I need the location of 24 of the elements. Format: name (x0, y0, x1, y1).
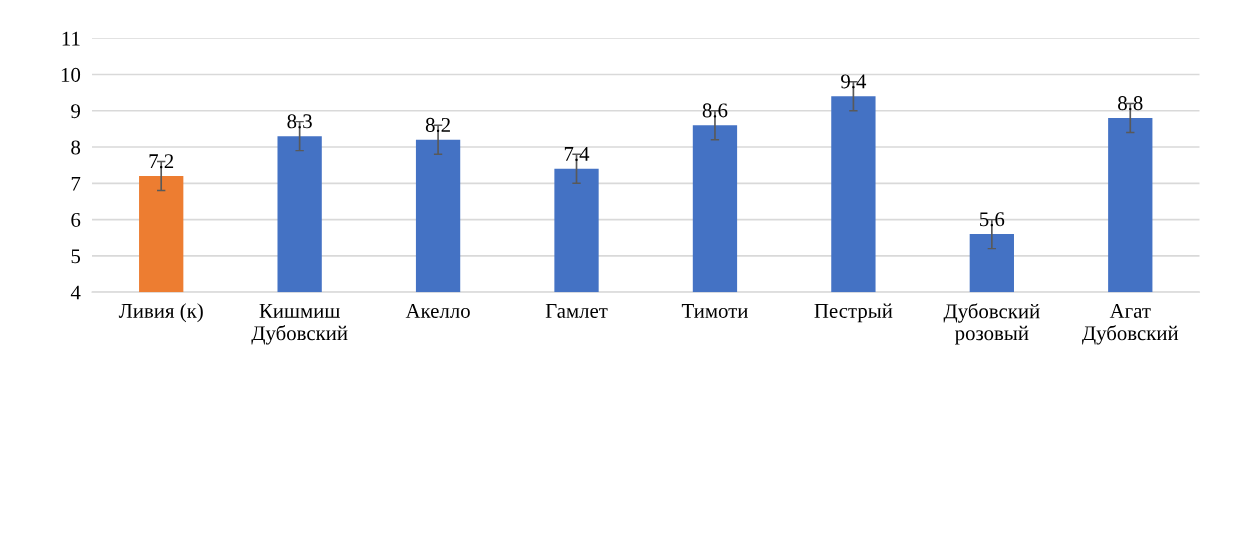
data-label: 8.2 (425, 117, 450, 132)
y-tick-label: 7 (71, 176, 81, 191)
x-tick-label: Пестрый (814, 303, 893, 323)
x-tick-label: Акелло (405, 303, 470, 318)
x-tick-label: Тимоти (681, 304, 748, 318)
y-tick-label: 11 (62, 31, 80, 46)
y-tick-label: 9 (71, 104, 81, 119)
data-label: 5.6 (980, 212, 1005, 227)
y-tick-label: 6 (71, 213, 81, 228)
x-tick-label: Гамлет (545, 304, 608, 318)
x-tick-label: Дубовский розовый (943, 303, 1040, 345)
data-label: 9.4 (841, 74, 867, 89)
y-tick-label: 4 (70, 285, 81, 300)
data-label: 8.6 (702, 103, 728, 118)
data-label: 7.4 (564, 147, 590, 162)
data-label: 8.8 (1118, 96, 1143, 111)
data-label: 8.3 (287, 114, 312, 129)
y-tick-label: 10 (61, 67, 81, 82)
y-tick-label: 8 (71, 140, 81, 155)
y-tick-label: 5 (71, 249, 81, 264)
x-tick-label: Ливия (к) (118, 303, 203, 323)
data-label: 7.2 (149, 154, 174, 169)
x-tick-label: Кишмиш Дубовский (251, 304, 348, 345)
x-tick-label: Агат Дубовский (1082, 303, 1179, 345)
